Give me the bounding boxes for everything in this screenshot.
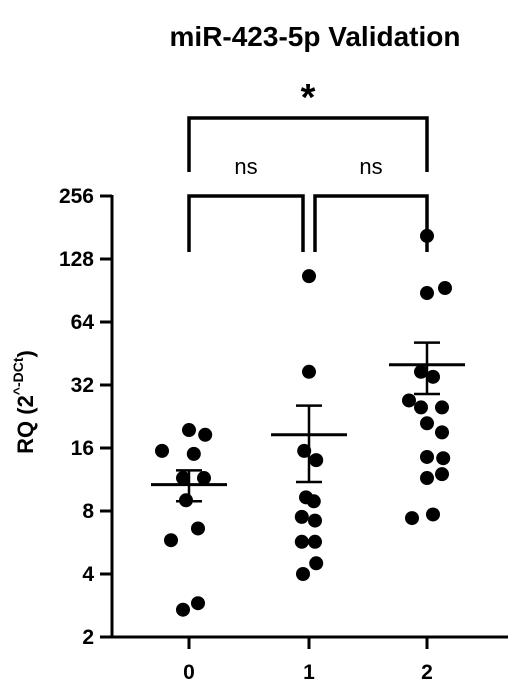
x-tick-label: 1 xyxy=(303,661,315,684)
y-tick-label: 4 xyxy=(82,563,94,586)
data-point xyxy=(420,471,434,486)
data-point xyxy=(294,534,309,549)
data-point xyxy=(191,596,205,611)
data-points xyxy=(155,228,452,617)
significance-label: ns xyxy=(359,154,382,179)
data-point xyxy=(164,533,178,548)
y-tick-label: 2 xyxy=(82,626,94,649)
data-point xyxy=(308,513,322,528)
y-tick-label: 16 xyxy=(71,437,94,460)
data-point xyxy=(414,364,428,379)
data-point xyxy=(436,451,451,466)
error-bars xyxy=(151,341,465,503)
data-point xyxy=(414,400,428,415)
data-point xyxy=(435,400,449,415)
data-point xyxy=(186,446,201,461)
svg-text:RQ (2^-DCt): RQ (2^-DCt) xyxy=(10,350,38,454)
data-point xyxy=(302,269,316,284)
data-point xyxy=(155,443,169,458)
data-point xyxy=(402,393,416,408)
y-axis-label-close: ) xyxy=(13,350,38,357)
y-axis-label-superscript: ^-DCt xyxy=(10,357,26,395)
y-tick-label: 256 xyxy=(59,185,94,208)
data-point xyxy=(309,556,324,571)
data-point xyxy=(420,449,434,464)
data-point xyxy=(435,425,449,440)
y-tick-label: 8 xyxy=(82,500,94,523)
y-tick-label: 32 xyxy=(71,374,94,397)
data-point xyxy=(426,369,440,384)
data-point xyxy=(420,286,434,301)
x-ticks: 0 1 2 xyxy=(183,637,433,684)
y-tick-label: 64 xyxy=(71,311,95,334)
significance-brackets: ns ns * xyxy=(187,77,429,252)
data-point xyxy=(435,467,449,482)
chart-title: miR-423-5p Validation xyxy=(170,21,461,52)
data-point xyxy=(297,443,312,458)
x-tick-label: 2 xyxy=(421,661,433,684)
significance-label: ns xyxy=(234,154,257,179)
data-point xyxy=(294,509,309,524)
significance-bracket xyxy=(187,194,305,252)
data-point xyxy=(198,427,213,442)
significance-label: * xyxy=(301,77,316,119)
data-point xyxy=(296,567,310,581)
data-point xyxy=(309,453,324,468)
data-point xyxy=(176,471,190,486)
data-point xyxy=(306,494,321,509)
data-point xyxy=(426,507,440,522)
data-point xyxy=(438,281,452,296)
data-point xyxy=(420,416,434,431)
data-point xyxy=(182,423,196,438)
data-point xyxy=(308,534,322,549)
y-ticks: 2 4 8 16 32 64 128 256 xyxy=(59,185,112,649)
y-tick-label: 128 xyxy=(59,248,94,271)
data-point xyxy=(191,521,205,536)
x-tick-label: 0 xyxy=(183,661,195,684)
data-point xyxy=(405,511,419,526)
y-axis-label-main: RQ (2 xyxy=(13,395,38,454)
data-point xyxy=(197,471,211,486)
significance-bracket xyxy=(313,194,429,252)
significance-bracket xyxy=(187,116,429,172)
data-point xyxy=(302,364,316,379)
y-axis-label: RQ (2^-DCt) xyxy=(10,350,38,454)
data-point xyxy=(176,602,190,617)
